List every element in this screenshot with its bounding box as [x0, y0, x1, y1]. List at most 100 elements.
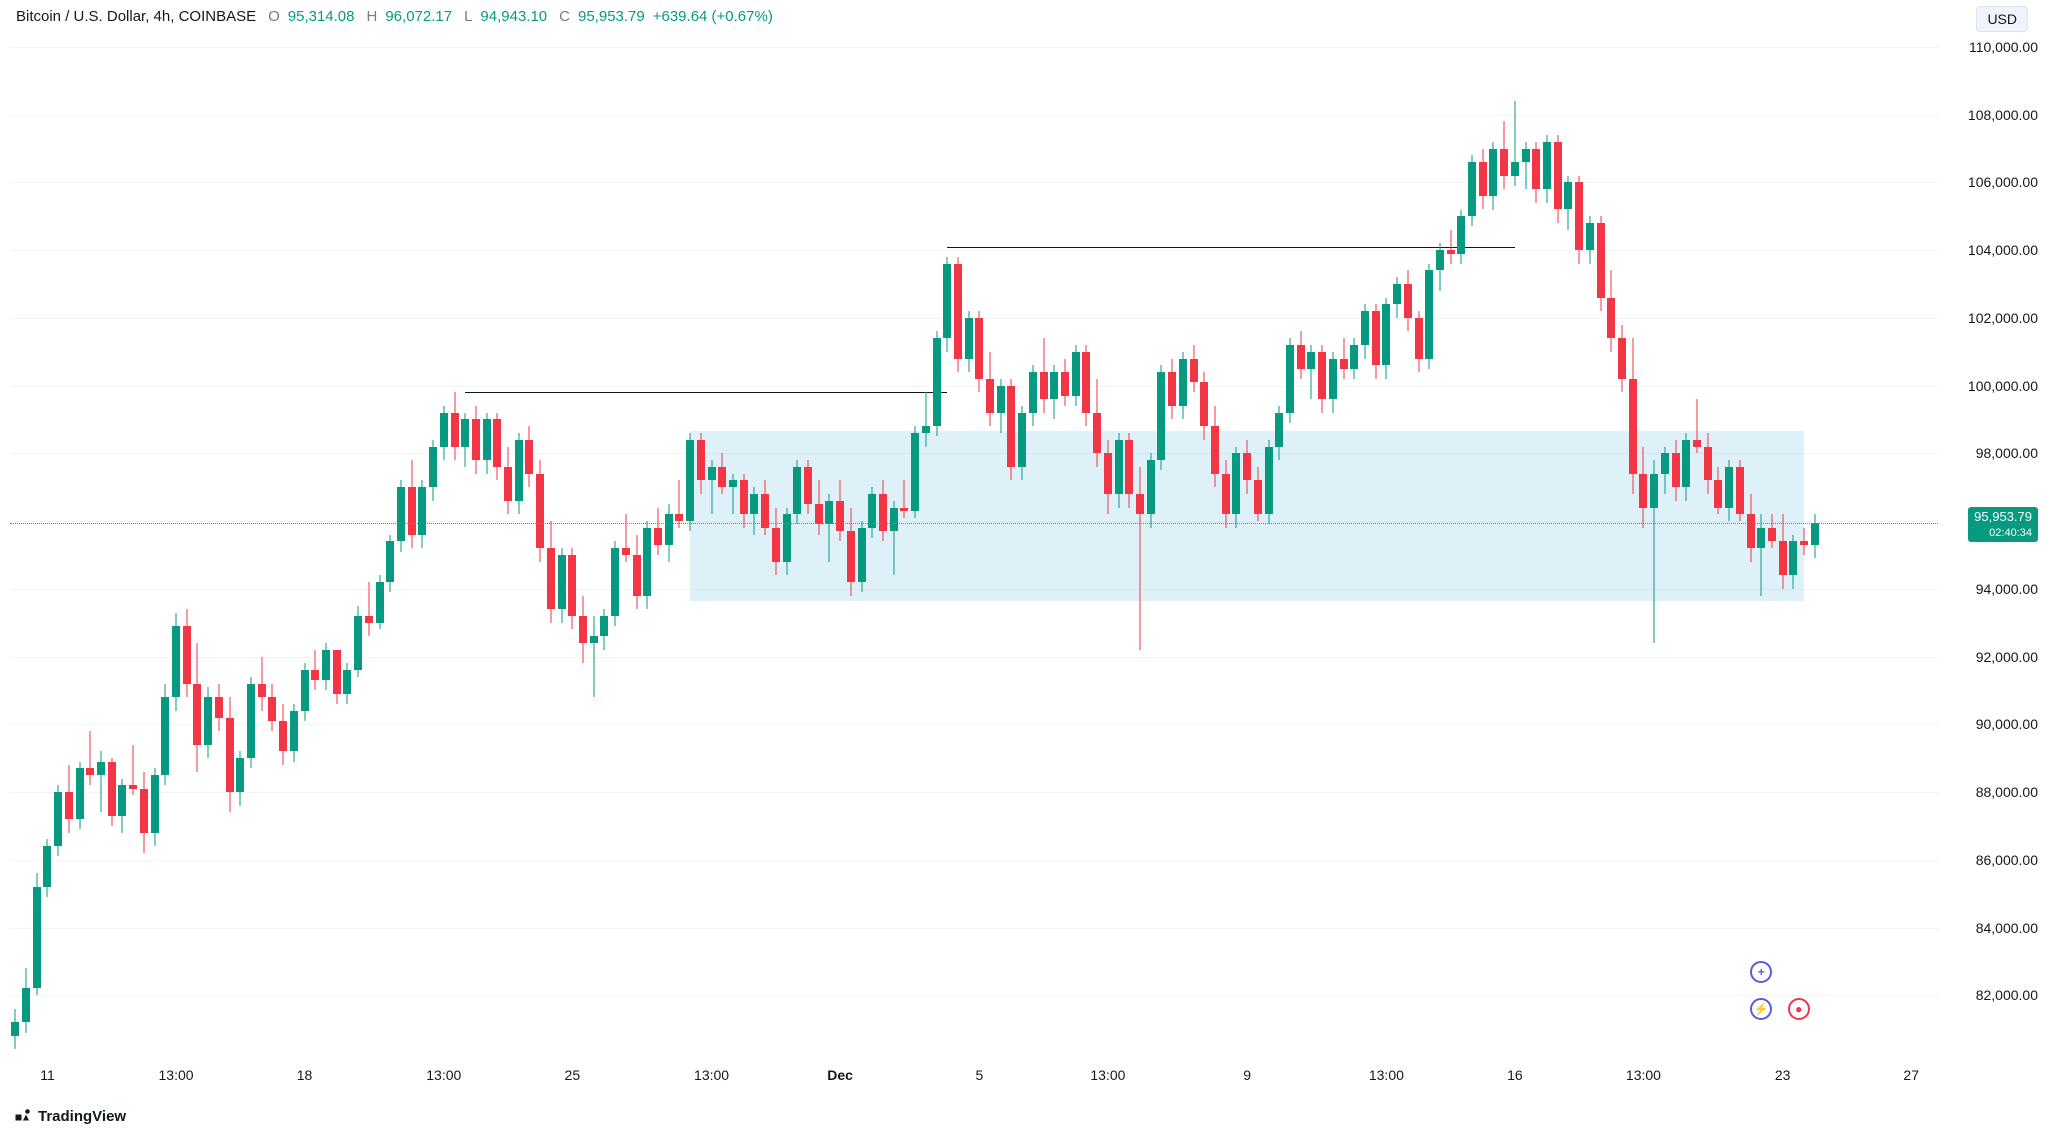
- candle[interactable]: [22, 968, 30, 1032]
- candle[interactable]: [1232, 447, 1240, 528]
- candle[interactable]: [547, 521, 555, 623]
- candle[interactable]: [729, 474, 737, 515]
- candle[interactable]: [172, 613, 180, 711]
- candle[interactable]: [279, 704, 287, 765]
- candle[interactable]: [879, 480, 887, 541]
- candle[interactable]: [504, 447, 512, 515]
- candle[interactable]: [847, 508, 855, 596]
- candle[interactable]: [1179, 352, 1187, 420]
- candle[interactable]: [568, 548, 576, 629]
- candle[interactable]: [118, 779, 126, 833]
- candle[interactable]: [1575, 176, 1583, 264]
- trend-line[interactable]: [465, 392, 947, 393]
- candle[interactable]: [76, 762, 84, 830]
- candle[interactable]: [386, 535, 394, 593]
- candle[interactable]: [590, 616, 598, 697]
- candle[interactable]: [140, 772, 148, 853]
- candle[interactable]: [718, 453, 726, 494]
- candle[interactable]: [1104, 440, 1112, 515]
- candle[interactable]: [365, 582, 373, 636]
- candle[interactable]: [697, 433, 705, 494]
- candle[interactable]: [1125, 433, 1133, 508]
- indicator-icon[interactable]: ⚡: [1750, 998, 1772, 1020]
- candle[interactable]: [1393, 277, 1401, 318]
- candle[interactable]: [1297, 331, 1305, 378]
- candle[interactable]: [1789, 535, 1797, 589]
- candle[interactable]: [1747, 494, 1755, 562]
- candle[interactable]: [515, 433, 523, 514]
- candle[interactable]: [1190, 345, 1198, 392]
- candle[interactable]: [1040, 338, 1048, 413]
- candle[interactable]: [1082, 345, 1090, 426]
- candle[interactable]: [997, 379, 1005, 433]
- candle[interactable]: [750, 487, 758, 534]
- candle[interactable]: [11, 1009, 19, 1050]
- candle[interactable]: [665, 504, 673, 562]
- candle[interactable]: [1286, 338, 1294, 423]
- candle[interactable]: [1115, 433, 1123, 508]
- candle[interactable]: [1147, 453, 1155, 528]
- candle[interactable]: [783, 508, 791, 576]
- candle[interactable]: [1318, 345, 1326, 413]
- indicator-icon[interactable]: ●: [1788, 998, 1810, 1020]
- y-axis[interactable]: 82,000.0084,000.0086,000.0088,000.0090,0…: [1943, 30, 2038, 1063]
- candle[interactable]: [1436, 243, 1444, 290]
- candle[interactable]: [1340, 338, 1348, 379]
- indicator-icon[interactable]: +: [1750, 961, 1772, 983]
- candle[interactable]: [1329, 352, 1337, 413]
- candle[interactable]: [943, 257, 951, 352]
- candle[interactable]: [1564, 176, 1572, 230]
- candle[interactable]: [708, 460, 716, 514]
- candle[interactable]: [1157, 365, 1165, 470]
- candle[interactable]: [33, 873, 41, 995]
- candle[interactable]: [1714, 467, 1722, 514]
- candle[interactable]: [376, 575, 384, 629]
- candle[interactable]: [804, 460, 812, 514]
- candle[interactable]: [193, 643, 201, 772]
- candle[interactable]: [858, 521, 866, 592]
- candle[interactable]: [429, 440, 437, 501]
- candle[interactable]: [890, 501, 898, 576]
- candle[interactable]: [1779, 514, 1787, 589]
- candle[interactable]: [1704, 433, 1712, 494]
- candle[interactable]: [1425, 264, 1433, 369]
- chart-plot-area[interactable]: + ⚡ ●: [10, 30, 1938, 1063]
- candle[interactable]: [333, 650, 341, 704]
- candle[interactable]: [54, 785, 62, 856]
- candle[interactable]: [461, 413, 469, 467]
- candle[interactable]: [451, 392, 459, 460]
- candle[interactable]: [1061, 359, 1069, 406]
- candle[interactable]: [1489, 142, 1497, 210]
- candle[interactable]: [922, 392, 930, 446]
- x-axis[interactable]: 1113:001813:002513:00Dec513:00913:001613…: [10, 1067, 1938, 1089]
- candle[interactable]: [129, 745, 137, 796]
- currency-badge[interactable]: USD: [1976, 6, 2028, 32]
- candle[interactable]: [43, 839, 51, 897]
- candle[interactable]: [215, 684, 223, 731]
- candle[interactable]: [1618, 325, 1626, 393]
- symbol-title[interactable]: Bitcoin / U.S. Dollar, 4h, COINBASE: [16, 8, 256, 25]
- candle[interactable]: [793, 460, 801, 524]
- candle[interactable]: [675, 480, 683, 527]
- candle[interactable]: [1682, 433, 1690, 501]
- candle[interactable]: [108, 758, 116, 826]
- candle[interactable]: [483, 413, 491, 474]
- candle[interactable]: [1136, 467, 1144, 650]
- candle[interactable]: [1800, 528, 1808, 555]
- candle[interactable]: [1093, 379, 1101, 467]
- candle[interactable]: [247, 677, 255, 768]
- candle[interactable]: [65, 765, 73, 833]
- candle[interactable]: [1607, 270, 1615, 351]
- candle[interactable]: [1639, 447, 1647, 528]
- candle[interactable]: [1811, 514, 1819, 558]
- candle[interactable]: [772, 508, 780, 576]
- candle[interactable]: [579, 596, 587, 664]
- candle[interactable]: [1532, 142, 1540, 203]
- candle[interactable]: [1211, 406, 1219, 487]
- candle[interactable]: [86, 731, 94, 785]
- candle[interactable]: [1200, 372, 1208, 440]
- candle[interactable]: [622, 514, 630, 561]
- candle[interactable]: [1768, 514, 1776, 548]
- candle[interactable]: [975, 311, 983, 392]
- candle[interactable]: [933, 331, 941, 436]
